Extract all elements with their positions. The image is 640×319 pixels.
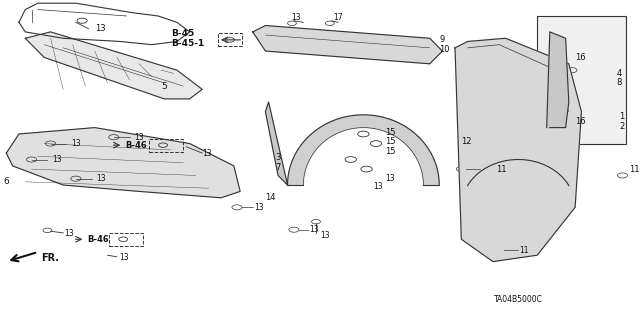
Polygon shape <box>25 32 202 99</box>
Text: 5: 5 <box>161 82 167 91</box>
Text: 3: 3 <box>275 153 280 162</box>
Text: FR.: FR. <box>41 253 59 263</box>
Text: 1: 1 <box>620 112 625 121</box>
Text: 13: 13 <box>119 253 129 262</box>
Text: 2: 2 <box>620 122 625 130</box>
Text: 13: 13 <box>96 174 106 183</box>
Text: 13: 13 <box>291 13 301 22</box>
Text: 16: 16 <box>575 117 586 126</box>
Text: 12: 12 <box>461 137 472 146</box>
Text: 8: 8 <box>616 78 621 87</box>
Text: 15: 15 <box>385 128 396 137</box>
Polygon shape <box>6 128 240 198</box>
Polygon shape <box>287 115 439 185</box>
Text: 13: 13 <box>310 225 319 234</box>
Text: 11: 11 <box>520 246 529 255</box>
Polygon shape <box>547 32 569 128</box>
Text: B-46: B-46 <box>125 141 147 150</box>
Text: TA04B5000C: TA04B5000C <box>494 295 543 304</box>
Text: 15: 15 <box>385 147 396 156</box>
Text: B-46: B-46 <box>87 235 109 244</box>
Text: 13: 13 <box>373 182 383 191</box>
Text: 13: 13 <box>255 203 264 212</box>
Bar <box>218 33 242 46</box>
Bar <box>148 139 183 152</box>
Text: 13: 13 <box>52 155 61 164</box>
Text: 4: 4 <box>616 69 621 78</box>
Polygon shape <box>455 38 581 262</box>
Text: 16: 16 <box>575 53 586 62</box>
Text: 6: 6 <box>3 177 9 186</box>
Text: 13: 13 <box>134 133 143 142</box>
Text: 13: 13 <box>321 231 330 240</box>
Text: 13: 13 <box>202 149 212 158</box>
Text: 13: 13 <box>71 139 81 148</box>
Text: 9: 9 <box>439 35 444 44</box>
Text: 10: 10 <box>439 45 450 54</box>
Text: 13: 13 <box>95 24 106 33</box>
Text: 15: 15 <box>385 137 396 146</box>
Text: B-45: B-45 <box>171 29 194 38</box>
Polygon shape <box>253 26 442 64</box>
Text: 7: 7 <box>275 163 280 172</box>
Text: 13: 13 <box>65 229 74 238</box>
Bar <box>537 16 626 144</box>
Text: 13: 13 <box>385 174 395 183</box>
Polygon shape <box>266 102 287 185</box>
Text: 17: 17 <box>333 13 343 22</box>
Text: 14: 14 <box>266 193 276 202</box>
Text: 11: 11 <box>629 165 639 174</box>
Text: 11: 11 <box>496 165 507 174</box>
Bar <box>109 233 143 246</box>
Text: B-45-1: B-45-1 <box>171 39 204 48</box>
